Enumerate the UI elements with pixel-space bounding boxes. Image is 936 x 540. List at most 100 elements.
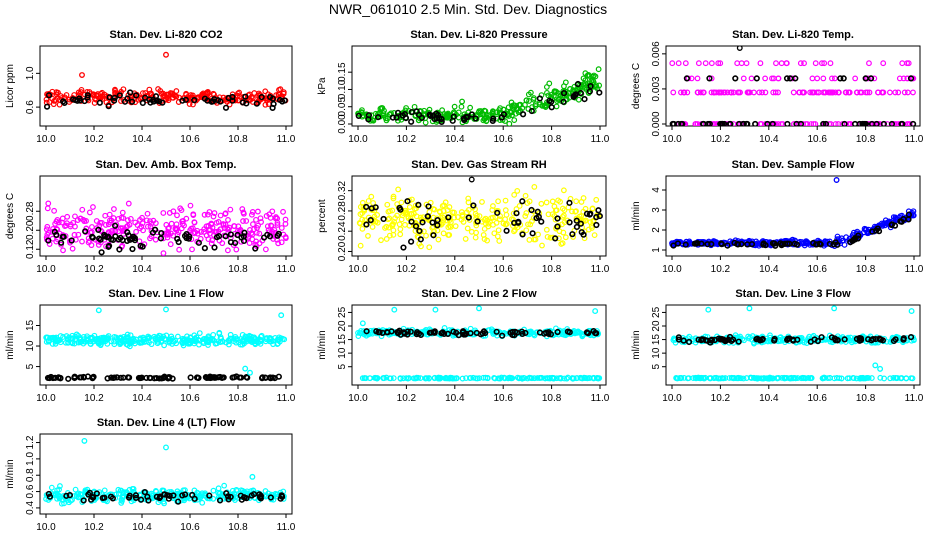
point-low [700, 374, 706, 381]
point-selected [61, 99, 68, 106]
point-selected [566, 329, 573, 336]
point-all [441, 202, 447, 209]
point-selected [875, 228, 883, 235]
point-all [555, 197, 562, 204]
point-all [248, 94, 255, 100]
point-selected [480, 328, 488, 335]
y-tick-label: 0.000 [651, 111, 662, 136]
point-selected [89, 494, 97, 501]
point-selected [708, 241, 715, 248]
point-outlier [359, 320, 366, 327]
point-selected [560, 90, 568, 97]
point-all [715, 60, 722, 67]
point-selected [519, 198, 526, 205]
point-all [759, 89, 765, 96]
x-tick-label: 10.6 [807, 264, 827, 275]
point-all [593, 196, 600, 203]
point-all [854, 89, 861, 96]
point-selected [187, 374, 194, 381]
point-all [510, 210, 517, 217]
point-all [887, 89, 893, 96]
point-all [402, 209, 409, 216]
point-selected [860, 120, 867, 126]
x-tick-label: 10.4 [445, 134, 465, 145]
point-all [106, 211, 113, 218]
point-all [484, 237, 491, 244]
point-selected [593, 221, 600, 229]
point-low [577, 374, 584, 381]
point-selected [267, 374, 274, 381]
point-selected [472, 115, 479, 122]
point-selected [124, 374, 132, 381]
point-selected [149, 229, 157, 236]
x-tick-label: 10.4 [445, 393, 465, 404]
point-all [502, 197, 509, 204]
point-selected [112, 233, 119, 240]
point-selected [95, 226, 102, 233]
point-selected [222, 104, 230, 111]
point-all [523, 227, 530, 234]
point-selected [790, 336, 797, 343]
point-selected [93, 490, 100, 497]
point-selected [250, 491, 258, 498]
point-all [896, 75, 903, 82]
point-all [133, 336, 139, 343]
point-selected [179, 492, 186, 499]
point-selected [792, 75, 799, 82]
point-selected [470, 202, 477, 209]
point-selected [195, 239, 202, 246]
point-selected [907, 75, 915, 82]
point-low [373, 375, 379, 382]
x-tick-label: 10.6 [807, 393, 827, 404]
points-layer [43, 306, 288, 382]
point-all [257, 215, 264, 222]
point-all [359, 216, 366, 223]
y-tick-label: 15 [337, 334, 348, 346]
point-all [543, 199, 550, 206]
point-selected [396, 204, 403, 212]
y-tick-label: 0.6 [25, 484, 36, 498]
x-tick-label: 10.4 [132, 522, 152, 533]
y-axis-label: ml/min [631, 330, 642, 359]
point-all [55, 492, 62, 499]
point-all [274, 222, 281, 228]
point-all [205, 342, 211, 348]
point-selected [888, 120, 896, 126]
point-all [820, 89, 827, 96]
point-low [400, 375, 407, 382]
x-tick-label: 10.0 [36, 264, 56, 275]
point-selected [269, 104, 276, 112]
point-selected [865, 336, 872, 343]
point-selected [428, 329, 435, 336]
point-all [871, 75, 878, 82]
point-outlier [247, 369, 253, 376]
point-selected [206, 492, 213, 499]
point-selected [708, 336, 715, 343]
point-selected [76, 97, 83, 104]
point-low [781, 375, 788, 382]
point-outlier [81, 437, 88, 444]
point-selected [214, 97, 222, 104]
point-outlier [877, 365, 884, 372]
point-selected [704, 241, 711, 248]
point-all [866, 60, 872, 67]
point-all [166, 210, 173, 216]
point-all [737, 333, 744, 340]
point-selected [718, 241, 725, 248]
point-all [66, 96, 73, 103]
point-all [226, 338, 233, 345]
point-low [590, 374, 597, 381]
point-all [247, 226, 253, 233]
x-tick-label: 10.8 [542, 393, 562, 404]
x-tick-label: 10.0 [36, 393, 56, 404]
point-all [827, 89, 833, 96]
point-low [550, 375, 557, 382]
point-all [522, 213, 529, 219]
point-all [900, 75, 907, 82]
point-all [502, 118, 508, 124]
point-all [220, 221, 227, 228]
point-all [575, 328, 582, 335]
point-all [829, 89, 836, 96]
x-tick-label: 10.2 [84, 393, 104, 404]
point-all [505, 104, 512, 111]
